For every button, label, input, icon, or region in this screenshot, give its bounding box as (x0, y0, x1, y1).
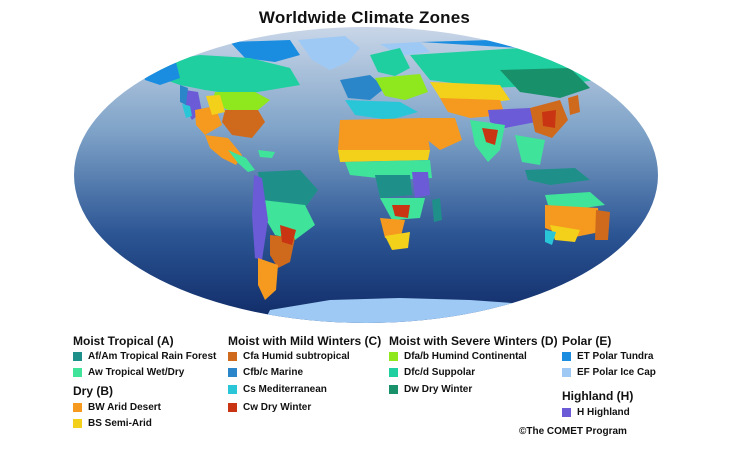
sahel (338, 150, 430, 162)
legend-label-dfa: Dfa/b Humind Continental (404, 350, 527, 362)
us-semi-arid (206, 95, 225, 115)
us-west-coast-marine (180, 85, 188, 105)
mexico (205, 135, 242, 165)
madagascar (432, 198, 442, 222)
legend-swatch-ef (562, 367, 571, 377)
australia-semi-arid (550, 225, 580, 242)
legend-label-ef: EF Polar Ice Cap (577, 366, 656, 378)
south-america-wet-dry (262, 200, 315, 240)
legend-swatch-cs (228, 384, 237, 394)
north-america-humid-continental (212, 92, 270, 110)
arctic-islands-tundra (230, 40, 300, 62)
legend-label-bw: BW Arid Desert (88, 401, 161, 413)
legend-label-h: H Highland (577, 406, 630, 418)
central-america (228, 150, 255, 172)
north-america-humid-subtropical (222, 110, 265, 138)
caribbean (258, 150, 275, 158)
new-zealand (626, 238, 636, 262)
legend-heading-polar: Polar (E) (562, 334, 612, 348)
legend-label-af-am: Af/Am Tropical Rain Forest (88, 350, 217, 362)
legend-heading-severe-winters: Moist with Severe Winters (D) (389, 334, 558, 348)
legend-swatch-dfc (389, 367, 398, 377)
legend-swatch-et (562, 351, 571, 361)
indonesia (525, 168, 590, 185)
legend-heading-dry: Dry (B) (73, 384, 114, 398)
legend-heading-mild-winters: Moist with Mild Winters (C) (228, 334, 382, 348)
credit-text: ©The COMET Program (519, 426, 627, 437)
legend-item-h: H Highland (562, 406, 630, 418)
legend-swatch-aw (73, 367, 82, 377)
legend-item-af-am: Af/Am Tropical Rain Forest (73, 350, 216, 362)
andes-highland (252, 175, 268, 260)
tibet-highland (488, 108, 536, 128)
legend-item-cfa: Cfa Humid subtropical (228, 350, 350, 362)
north-america-subarctic (160, 55, 300, 95)
scandinavia (370, 48, 410, 76)
legend-item-cs: Cs Mediterranean (228, 383, 327, 395)
east-africa-highland (412, 172, 430, 198)
legend-item-dfa: Dfa/b Humind Continental (389, 350, 527, 362)
china-dry-winter (542, 110, 556, 128)
legend-item-dfc: Dfc/d Suppolar (389, 366, 475, 378)
india-dry-winter (482, 128, 498, 145)
africa-wet-dry (345, 160, 432, 180)
legend-swatch-dw (389, 384, 398, 394)
patagonia (258, 258, 278, 300)
congo-rainforest (375, 175, 412, 198)
legend-heading-moist-tropical: Moist Tropical (A) (73, 334, 174, 348)
legend-item-dw: Dw Dry Winter (389, 383, 472, 395)
legend-heading-highland: Highland (H) (562, 389, 634, 403)
legend-item-cfb: Cfb/c Marine (228, 366, 303, 378)
legend-label-dw: Dw Dry Winter (404, 383, 473, 395)
legend-swatch-cw (228, 402, 237, 412)
map-title: Worldwide Climate Zones (258, 8, 471, 27)
legend-item-bw: BW Arid Desert (73, 401, 161, 413)
japan (568, 95, 580, 115)
legend-swatch-bs (73, 418, 82, 428)
california-mediterranean (182, 104, 192, 118)
legend-swatch-cfa (228, 351, 237, 361)
legend-label-dfc: Dfc/d Suppolar (404, 366, 476, 378)
southwest-australia (545, 230, 556, 245)
legend-label-bs: BS Semi-Arid (88, 417, 152, 429)
legend-label-cs: Cs Mediterranean (243, 383, 327, 395)
legend-swatch-dfa (389, 351, 398, 361)
world-climate-map (74, 27, 658, 323)
legend-swatch-af-am (73, 351, 82, 361)
legend-item-bs: BS Semi-Arid (73, 417, 152, 429)
legend-item-cw: Cw Dry Winter (228, 401, 311, 413)
sahara (338, 118, 430, 158)
legend-label-aw: Aw Tropical Wet/Dry (88, 366, 185, 378)
arabia (418, 118, 462, 150)
mediterranean (345, 100, 418, 120)
legend-swatch-cfb (228, 367, 237, 377)
south-africa-semi-arid (385, 232, 410, 250)
europe-continental (375, 74, 428, 100)
legend-item-et: ET Polar Tundra (562, 350, 654, 362)
legend-label-cw: Cw Dry Winter (243, 401, 312, 413)
legend-label-et: ET Polar Tundra (577, 350, 654, 362)
legend-label-cfa: Cfa Humid subtropical (243, 350, 350, 362)
legend-item-ef: EF Polar Ice Cap (562, 366, 656, 378)
legend-swatch-bw (73, 402, 82, 412)
legend-label-cfb: Cfb/c Marine (243, 366, 304, 378)
legend-item-aw: Aw Tropical Wet/Dry (73, 366, 184, 378)
southern-africa-dry-winter (392, 205, 410, 218)
legend-swatch-h (562, 407, 571, 417)
southeast-asia (515, 135, 545, 165)
europe-marine (340, 75, 385, 100)
greenland-ice-cap (298, 36, 360, 70)
east-australia (595, 210, 610, 240)
east-asia-dry-winter (500, 68, 590, 98)
north-australia (545, 192, 605, 210)
brazil-dry-winter (280, 225, 296, 245)
